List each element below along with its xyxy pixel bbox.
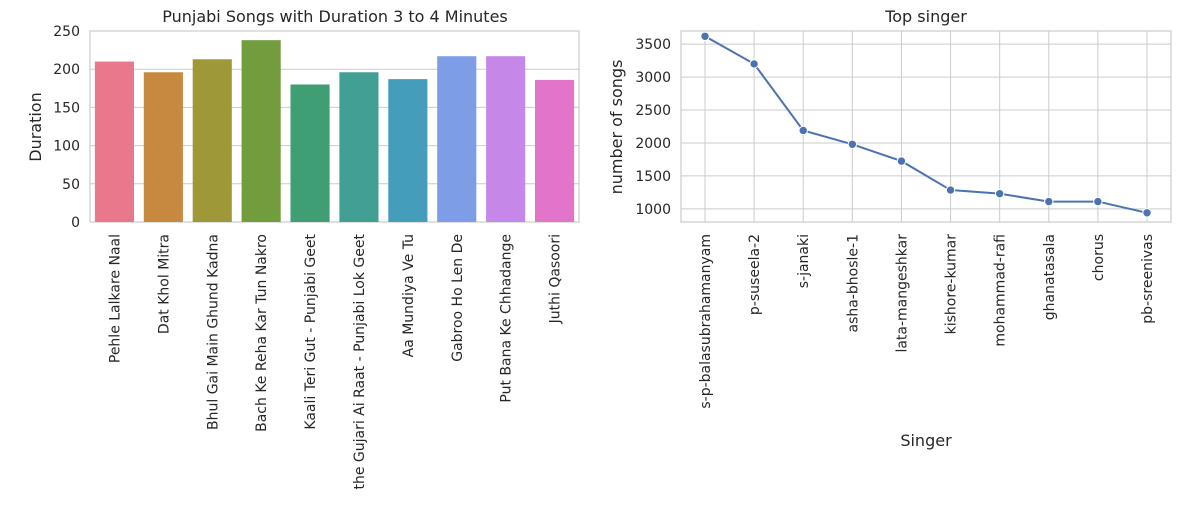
data-point xyxy=(847,139,858,149)
line-chart-x-axis-label: Singer xyxy=(900,431,952,450)
bar-chart-x-tick-label: Kaali Teri Gut - Punjabi Geet xyxy=(303,233,319,429)
line-chart-y-tick-label: 2000 xyxy=(635,136,671,152)
line-chart-series xyxy=(700,31,1152,218)
bar-chart-y-tick-label: 250 xyxy=(53,24,80,40)
bar-chart-title: Punjabi Songs with Duration 3 to 4 Minut… xyxy=(162,7,508,26)
line-chart-y-axis-label: number of songs xyxy=(607,60,626,195)
bar-chart-x-tick-label: Put Bana Ke Chhadange xyxy=(499,234,515,403)
bar xyxy=(388,79,428,222)
bar-chart-x-tick-label: Bach Ke Reha Kar Tun Nakro xyxy=(254,234,270,432)
data-point xyxy=(749,59,759,69)
line-chart-y-tick-label: 3000 xyxy=(635,70,671,86)
line-chart-x-tick-label: kishore-kumar xyxy=(944,234,960,335)
line-chart-x-tick-label: ghanatasala xyxy=(1042,234,1058,320)
data-point xyxy=(994,188,1005,199)
bar-chart: 0 50 100 150 200 250 Pehle Lalkare Naal Dat Kh… xyxy=(26,7,580,490)
bar-chart-y-tick-label: 50 xyxy=(62,177,80,193)
bar-chart-x-tick-label: Aa Mundiya Ve Tu xyxy=(401,234,417,357)
data-point xyxy=(1044,196,1054,207)
bar-chart-x-ticks: Pehle Lalkare Naal Dat Khol Mitra Bhul Gai… xyxy=(107,233,563,489)
line-chart-x-tick-label: asha-bhosle-1 xyxy=(845,234,861,332)
bar xyxy=(486,56,526,222)
line-chart-x-tick-label: s-janaki xyxy=(796,234,812,288)
bar-chart-y-tick-label: 200 xyxy=(53,62,80,78)
line-chart-x-tick-label: s-p-balasubrahamanyam xyxy=(698,234,714,409)
line-chart-x-tick-label: pb-sreenivas xyxy=(1140,234,1156,324)
bar xyxy=(290,84,330,222)
line-chart-y-tick-label: 1000 xyxy=(635,202,671,218)
line-chart-title: Top singer xyxy=(884,7,967,26)
bar xyxy=(94,61,135,223)
line-chart-y-tick-label: 3500 xyxy=(635,37,671,53)
bar-chart-y-ticks: 0 50 100 150 200 250 xyxy=(53,24,80,231)
data-point xyxy=(945,185,956,195)
line-chart-gridlines xyxy=(681,31,1171,222)
bar-chart-x-tick-label: Gabroo Ho Len De xyxy=(450,234,466,362)
bar-chart-y-tick-label: 0 xyxy=(71,215,80,231)
bar-chart-x-tick-label: the Gujari Ai Raat - Punjabi Lok Geet xyxy=(352,233,368,489)
bar-chart-x-tick-label: Dat Khol Mitra xyxy=(156,234,172,334)
bar-chart-y-tick-label: 100 xyxy=(53,139,80,155)
line-chart-y-tick-label: 1500 xyxy=(635,169,671,185)
data-point xyxy=(1142,208,1152,218)
line-chart-x-tick-label: p-suseela-2 xyxy=(747,234,763,315)
line-chart-x-ticks: s-p-balasubrahamanyam p-suseela-2 s-janaki… xyxy=(698,234,1156,409)
bar xyxy=(437,56,477,222)
line-chart-y-ticks: 1000 1500 2000 2500 3000 3500 xyxy=(635,37,671,218)
bar-chart-x-tick-label: Pehle Lalkare Naal xyxy=(107,234,123,363)
bar-chart-x-tick-label: Juthi Qasoori xyxy=(548,234,564,324)
data-point xyxy=(798,125,808,136)
line-chart-y-tick-label: 2500 xyxy=(635,103,671,119)
line-chart-plot-area xyxy=(680,30,1172,223)
bar-chart-bars xyxy=(94,40,575,223)
bar xyxy=(192,59,232,222)
bar xyxy=(143,72,183,222)
bar xyxy=(534,79,575,223)
data-point xyxy=(1093,196,1103,207)
line-chart-x-tick-label: chorus xyxy=(1091,234,1107,281)
series-line xyxy=(704,35,1148,214)
line-chart-x-tick-label: mohammad-rafi xyxy=(993,234,1009,347)
bar-chart-y-tick-label: 150 xyxy=(53,100,80,116)
data-point xyxy=(700,31,710,41)
bar-chart-y-axis-label: Duration xyxy=(26,92,45,162)
line-chart: 1000 1500 2000 2500 3000 3500 s-p-balasubraha… xyxy=(607,7,1172,450)
bar xyxy=(339,72,379,222)
bar-chart-x-tick-label: Bhul Gai Main Ghund Kadna xyxy=(205,234,221,430)
data-point xyxy=(896,156,907,166)
line-chart-x-tick-label: lata-mangeshkar xyxy=(894,234,910,353)
bar xyxy=(241,40,281,222)
